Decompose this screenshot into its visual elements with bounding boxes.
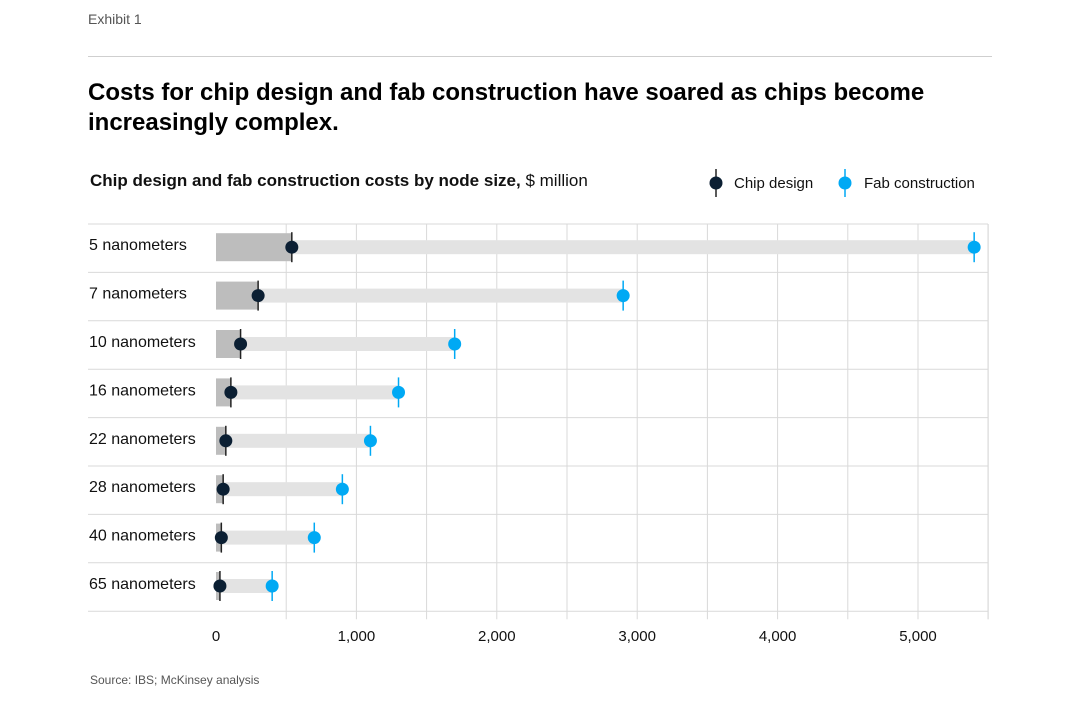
fab-construction-bar (216, 385, 399, 400)
x-tick-label: 1,000 (338, 628, 376, 645)
category-label: 40 nanometers (89, 528, 196, 545)
x-tick-label: 0 (212, 628, 220, 645)
fab-construction-bar (216, 337, 455, 351)
fab-construction-point (392, 385, 406, 399)
chip-design-point (216, 482, 230, 496)
category-label: 7 nanometers (89, 286, 187, 303)
subtitle-unit: $ million (520, 171, 588, 190)
fab-construction-point (448, 337, 462, 351)
category-label: 22 nanometers (89, 431, 196, 448)
chip-design-point (251, 289, 265, 303)
fab-construction-bar (216, 240, 975, 255)
chip-design-bar (216, 378, 231, 407)
chip-design-bar (216, 233, 292, 262)
exhibit-label: Exhibit 1 (88, 11, 142, 27)
x-tick-label: 5,000 (899, 628, 937, 645)
fab-construction-bar (216, 530, 315, 545)
x-tick-label: 3,000 (618, 628, 656, 645)
chip-design-point (219, 434, 233, 448)
fab-construction-point (616, 289, 630, 303)
chip-design-bar (216, 281, 259, 310)
legend-fab-construction-marker (838, 176, 852, 190)
legend-chip-design-marker (709, 176, 723, 190)
chip-design-point (234, 337, 248, 351)
chart-title: Costs for chip design and fab constructi… (88, 79, 925, 136)
fab-construction-point (265, 579, 279, 593)
chart-subtitle: Chip design and fab construction costs b… (90, 171, 588, 191)
category-label: 16 nanometers (89, 382, 196, 399)
fab-construction-bar (216, 288, 624, 303)
category-label: 10 nanometers (89, 334, 196, 351)
x-tick-label: 4,000 (759, 628, 797, 645)
chip-design-point (224, 385, 238, 399)
legend-fab-construction-label: Fab construction (864, 175, 975, 192)
source-note: Source: IBS; McKinsey analysis (90, 673, 260, 687)
category-label: 5 nanometers (89, 237, 187, 254)
chip-design-point (285, 240, 299, 254)
legend-chip-design-label: Chip design (734, 175, 813, 192)
fab-construction-bar (216, 482, 343, 497)
fab-construction-bar (216, 579, 273, 593)
fab-construction-point (967, 240, 981, 254)
fab-construction-point (335, 482, 349, 496)
fab-construction-point (363, 434, 377, 448)
fab-construction-bar (216, 433, 371, 448)
x-tick-label: 2,000 (478, 628, 516, 645)
category-label: 65 nanometers (89, 576, 196, 593)
subtitle-bold: Chip design and fab construction costs b… (90, 171, 521, 190)
category-label: 28 nanometers (89, 479, 196, 496)
fab-construction-point (307, 531, 321, 545)
chip-design-point (214, 531, 228, 545)
chip-design-point (213, 579, 227, 593)
header-divider (88, 56, 992, 57)
